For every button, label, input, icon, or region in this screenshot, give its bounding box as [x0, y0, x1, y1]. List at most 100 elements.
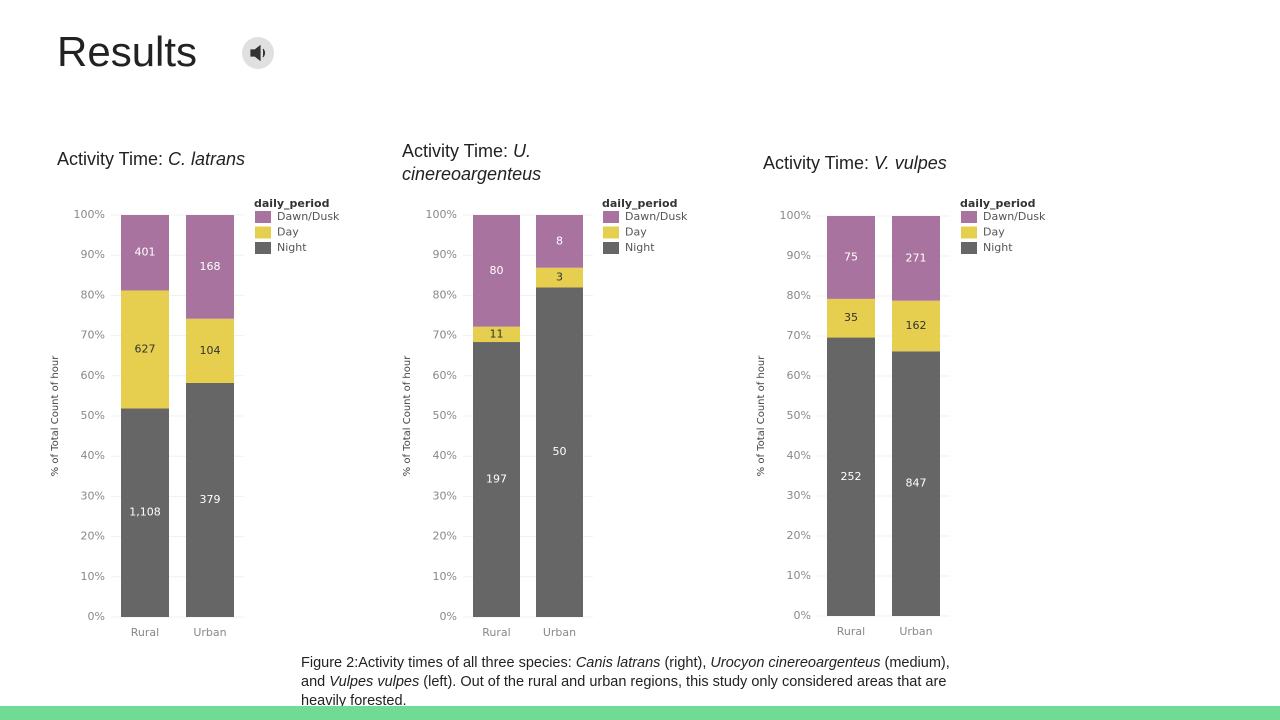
chart-title: Activity Time: C. latrans — [57, 148, 337, 171]
bar-segment — [121, 215, 169, 291]
y-tick-label: 20% — [433, 530, 457, 543]
caption-italic: Vulpes vulpes — [329, 674, 420, 690]
legend-label: Night — [277, 241, 307, 254]
legend-label: Dawn/Dusk — [983, 210, 1046, 223]
y-tick-label: 90% — [81, 248, 105, 261]
data-label: 1,108 — [129, 506, 161, 519]
legend-title: daily_period — [602, 197, 677, 210]
title-text: Activity Time: — [763, 153, 875, 173]
x-tick-label: Urban — [193, 626, 226, 639]
y-tick-label: 90% — [433, 248, 457, 261]
data-label: 11 — [490, 327, 504, 340]
legend-label: Dawn/Dusk — [625, 210, 688, 223]
data-label: 252 — [841, 470, 862, 483]
y-axis-title: % of Total Count of hour — [756, 355, 767, 477]
y-tick-label: 40% — [433, 449, 457, 462]
bar-segment — [536, 215, 583, 268]
data-label: 401 — [135, 246, 156, 259]
bar-segment — [827, 298, 875, 338]
y-tick-label: 20% — [787, 529, 811, 542]
y-tick-label: 10% — [81, 570, 105, 583]
y-tick-label: 10% — [787, 569, 811, 582]
data-label: 847 — [906, 477, 927, 490]
bar-segment — [186, 382, 234, 617]
title-species: C. latrans — [168, 149, 246, 169]
title-text: Activity Time: — [402, 141, 514, 161]
title-species: U. cinereoargenteus — [402, 141, 542, 184]
legend-swatch — [961, 211, 977, 223]
bar-segment — [473, 342, 520, 617]
y-tick-label: 100% — [74, 208, 105, 221]
y-axis-title: % of Total Count of hour — [402, 355, 413, 477]
data-label: 162 — [906, 319, 927, 332]
y-tick-label: 50% — [81, 409, 105, 422]
legend-label: Night — [983, 241, 1013, 254]
legend-label: Dawn/Dusk — [277, 210, 340, 223]
y-tick-label: 30% — [787, 489, 811, 502]
legend-swatch — [961, 242, 977, 254]
y-axis-title: % of Total Count of hour — [50, 355, 61, 477]
data-label: 197 — [486, 473, 507, 486]
legend-title: daily_period — [960, 197, 1035, 210]
caption-text: Figure 2:Activity times of all three spe… — [301, 655, 576, 671]
legend-label: Day — [625, 226, 647, 239]
bar-segment — [892, 216, 940, 301]
title-text: Activity Time: — [57, 149, 169, 169]
speaker-icon — [250, 44, 266, 62]
x-tick-label: Urban — [899, 625, 932, 638]
y-tick-label: 60% — [787, 369, 811, 382]
y-tick-label: 30% — [433, 489, 457, 502]
bar-segment — [186, 318, 234, 383]
data-label: 3 — [556, 271, 563, 284]
chart-title: Activity Time: U. cinereoargenteus — [402, 140, 602, 186]
y-tick-label: 80% — [81, 288, 105, 301]
legend-swatch — [603, 211, 619, 223]
bar-segment — [186, 215, 234, 319]
y-tick-label: 100% — [426, 208, 457, 221]
y-tick-label: 0% — [440, 610, 457, 623]
y-tick-label: 70% — [433, 329, 457, 342]
y-tick-label: 70% — [81, 329, 105, 342]
bar-segment — [473, 326, 520, 343]
legend-swatch — [603, 242, 619, 254]
x-tick-label: Rural — [837, 625, 865, 638]
bar-segment — [892, 300, 940, 352]
data-label: 271 — [906, 251, 927, 264]
y-tick-label: 80% — [787, 289, 811, 302]
y-tick-label: 50% — [787, 409, 811, 422]
caption-italic: Canis latrans — [575, 655, 661, 671]
y-tick-label: 40% — [787, 449, 811, 462]
legend-label: Day — [983, 226, 1005, 239]
x-tick-label: Rural — [482, 626, 510, 639]
legend-swatch — [255, 242, 271, 254]
data-label: 35 — [844, 311, 858, 324]
x-tick-label: Urban — [543, 626, 576, 639]
y-tick-label: 40% — [81, 449, 105, 462]
legend-swatch — [961, 226, 977, 239]
footer-bar — [0, 706, 1280, 720]
data-label: 168 — [200, 260, 221, 273]
y-tick-label: 100% — [780, 209, 811, 222]
y-tick-label: 30% — [81, 489, 105, 502]
chart-title: Activity Time: V. vulpes — [763, 152, 1063, 175]
bar-segment — [827, 216, 875, 299]
x-tick-label: Rural — [131, 626, 159, 639]
bar-segment — [121, 408, 169, 617]
y-tick-label: 10% — [433, 570, 457, 583]
caption-text: (medium), and — [301, 655, 950, 690]
slide-title: Results — [57, 28, 198, 75]
y-tick-label: 50% — [433, 409, 457, 422]
legend-label: Night — [625, 241, 655, 254]
legend-swatch — [255, 226, 271, 239]
caption-text: (left). Out of the rural and urban regio… — [301, 674, 947, 709]
y-tick-label: 20% — [81, 530, 105, 543]
data-label: 50 — [553, 445, 567, 458]
data-label: 8 — [556, 234, 563, 247]
data-label: 627 — [135, 342, 156, 355]
y-tick-label: 90% — [787, 249, 811, 262]
y-tick-label: 0% — [88, 610, 105, 623]
caption-text: (right), — [660, 655, 711, 671]
title-species: V. vulpes — [874, 153, 947, 173]
